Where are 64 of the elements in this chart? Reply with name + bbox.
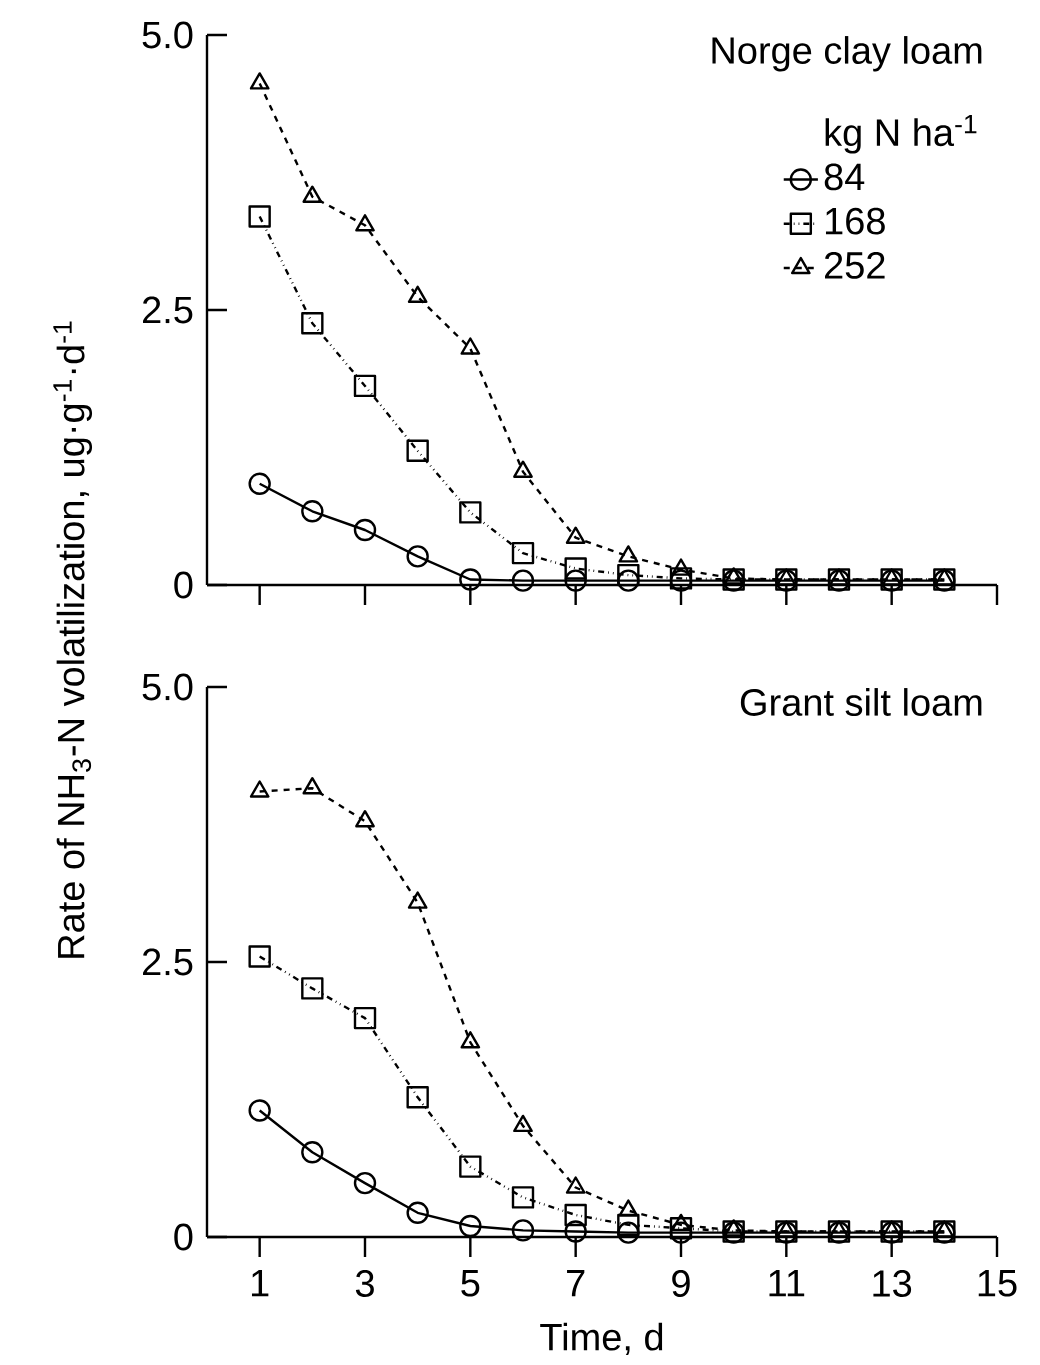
chart-title: Grant silt loam: [740, 688, 982, 716]
point: [460, 337, 481, 355]
point: [459, 1214, 482, 1238]
x-tick-label: 7: [567, 1270, 585, 1297]
point: [353, 1006, 377, 1030]
point: [513, 1114, 533, 1133]
point: [617, 1213, 640, 1237]
point: [301, 977, 324, 1000]
point: [302, 185, 323, 203]
point: [355, 214, 375, 232]
point: [248, 1099, 271, 1122]
point: [249, 72, 270, 90]
point: [248, 472, 271, 495]
point: [301, 1141, 324, 1164]
x-tick-label: 1: [251, 1270, 269, 1297]
legend-title: kg N ha$^{-1}$: [825, 114, 977, 154]
point: [511, 1219, 535, 1242]
x-tick-label: 5: [461, 1270, 480, 1297]
y-axis-title: Rate of NH$_{3}$-N volatilization, ug·g$^{-1}$·d$^{-1}$: [53, 321, 93, 958]
x-tick-label: 3: [355, 1270, 374, 1297]
point: [353, 1171, 377, 1195]
point: [407, 285, 428, 303]
point: [459, 568, 482, 591]
x-tick-label: 11: [769, 1270, 805, 1297]
point: [353, 374, 377, 398]
point: [249, 780, 270, 798]
y-tick-label: 5.0: [142, 673, 193, 701]
y-tick-label: 0: [174, 1223, 193, 1251]
y-tick-label: 0: [174, 571, 193, 599]
point: [564, 1203, 587, 1227]
y-tick-label: 5.0: [142, 21, 193, 49]
point: [511, 569, 535, 592]
y-tick-label: 2.5: [143, 296, 193, 324]
chart-title: Norge clay loam: [712, 36, 982, 72]
point: [355, 810, 375, 828]
point: [406, 545, 429, 568]
point: [460, 1031, 481, 1049]
point: [617, 569, 640, 592]
point: [459, 1155, 482, 1178]
point: [564, 569, 587, 592]
point: [564, 557, 587, 580]
point: [301, 500, 324, 523]
point: [459, 501, 482, 524]
point: [248, 205, 271, 228]
point: [353, 518, 377, 542]
legend-label: 252: [825, 251, 885, 279]
point: [302, 777, 323, 795]
point: [406, 1086, 429, 1109]
legend-label: 168: [825, 207, 885, 235]
point: [564, 1220, 587, 1243]
x-tick-label: 15: [978, 1270, 1017, 1297]
point: [511, 1186, 535, 1209]
x-axis-title: Time, d: [540, 1322, 663, 1356]
legend-label: 84: [824, 163, 865, 191]
y-tick-label: 2.5: [143, 948, 193, 976]
point: [406, 1201, 429, 1224]
point: [406, 439, 429, 462]
point: [617, 1221, 640, 1244]
x-tick-label: 9: [672, 1270, 690, 1297]
point: [511, 541, 535, 565]
point: [301, 312, 324, 335]
point: [407, 891, 428, 909]
x-tick-label: 13: [873, 1270, 912, 1297]
point: [248, 945, 271, 968]
